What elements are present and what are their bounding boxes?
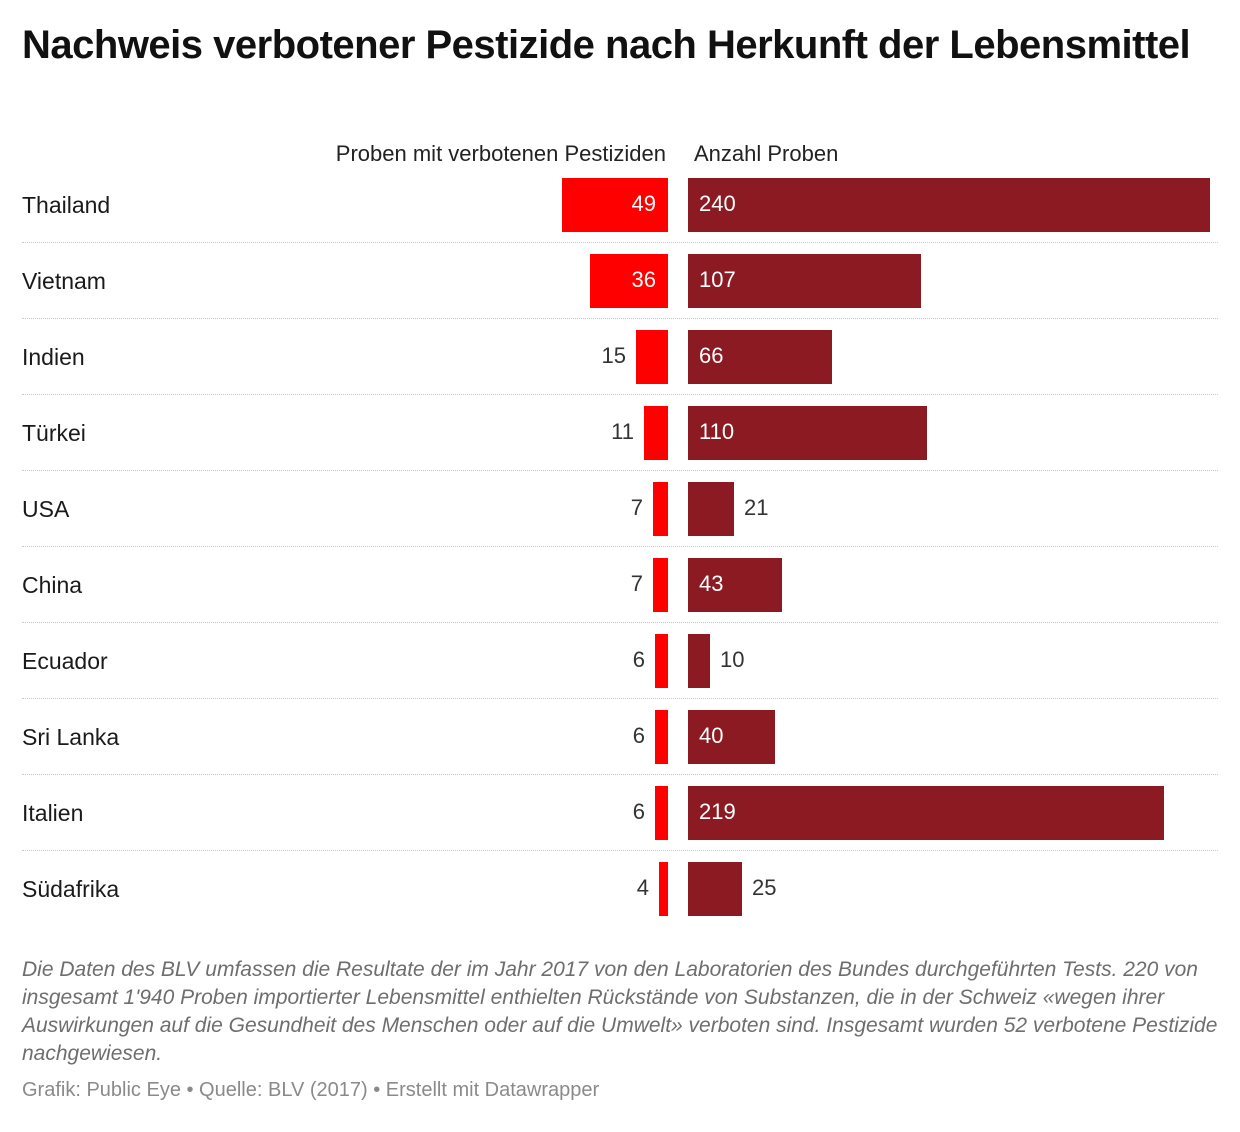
bar-sample-count <box>688 710 775 764</box>
bar-sample-count <box>688 558 782 612</box>
chart-row: Indien 15 66 <box>0 330 1240 406</box>
bar-sample-count <box>688 482 734 536</box>
chart-row: Ecuador 6 10 <box>0 634 1240 710</box>
value-label-banned-pesticides: 15 <box>601 343 626 368</box>
value-label-banned-pesticides: 7 <box>630 495 643 520</box>
category-label: USA <box>22 496 70 522</box>
row-divider <box>22 698 1218 699</box>
value-label-banned-pesticides: 7 <box>630 571 643 596</box>
chart-credit: Grafik: Public Eye • Quelle: BLV (2017) … <box>22 1079 600 1101</box>
bar-banned-pesticides <box>644 406 668 460</box>
bar-sample-count <box>688 862 742 916</box>
chart-row: Italien 6 219 <box>0 786 1240 862</box>
bar-banned-pesticides <box>636 330 668 384</box>
row-divider <box>22 850 1218 851</box>
bar-banned-pesticides <box>655 786 668 840</box>
value-label-sample-count: 43 <box>699 571 724 596</box>
chart-row: Südafrika 4 25 <box>0 862 1240 938</box>
chart-row: Türkei 11 110 <box>0 406 1240 482</box>
bar-sample-count <box>688 406 927 460</box>
bar-sample-count <box>688 330 832 384</box>
category-label: Thailand <box>22 192 111 218</box>
category-label: Indien <box>22 344 85 370</box>
bar-banned-pesticides <box>653 482 668 536</box>
chart-row: USA 7 21 <box>0 482 1240 558</box>
bar-sample-count <box>688 786 1164 840</box>
bar-banned-pesticides <box>562 178 668 232</box>
category-label: Sri Lanka <box>22 724 120 750</box>
row-divider <box>22 394 1218 395</box>
column-header-banned-pesticides: Proben mit verbotenen Pestiziden <box>335 141 666 166</box>
value-label-banned-pesticides: 11 <box>611 419 634 444</box>
value-label-sample-count: 40 <box>699 723 724 748</box>
category-label: Vietnam <box>22 268 106 294</box>
chart-note: Die Daten des BLV umfassen die Resultate… <box>22 958 1218 1065</box>
value-label-banned-pesticides: 6 <box>632 799 645 824</box>
row-divider <box>22 242 1218 243</box>
value-label-banned-pesticides: 49 <box>631 191 656 216</box>
value-label-banned-pesticides: 6 <box>632 723 645 748</box>
column-header-sample-count: Anzahl Proben <box>694 141 839 166</box>
bar-sample-count <box>688 254 921 308</box>
category-label: China <box>22 572 83 598</box>
value-label-banned-pesticides: 6 <box>632 647 645 672</box>
category-label: Türkei <box>22 420 86 446</box>
bar-banned-pesticides <box>659 862 668 916</box>
bar-sample-count <box>688 634 710 688</box>
bar-banned-pesticides <box>655 710 668 764</box>
chart-row: Thailand 49 240 <box>0 178 1240 254</box>
bar-banned-pesticides <box>655 634 668 688</box>
row-divider <box>22 622 1218 623</box>
value-label-banned-pesticides: 36 <box>631 267 656 292</box>
bar-sample-count <box>688 178 1210 232</box>
bar-banned-pesticides <box>590 254 668 308</box>
value-label-sample-count: 25 <box>752 875 777 900</box>
category-label: Italien <box>22 800 84 826</box>
category-label: Ecuador <box>22 648 108 674</box>
chart-title: Nachweis verbotener Pestizide nach Herku… <box>22 23 1191 67</box>
value-label-sample-count: 21 <box>744 495 769 520</box>
chart-row: China 7 43 <box>0 558 1240 634</box>
row-divider <box>22 774 1218 775</box>
bar-banned-pesticides <box>653 558 668 612</box>
row-divider <box>22 470 1218 471</box>
value-label-sample-count: 219 <box>699 799 736 824</box>
value-label-sample-count: 66 <box>699 343 724 368</box>
value-label-banned-pesticides: 4 <box>636 875 649 900</box>
category-label: Südafrika <box>22 876 120 902</box>
value-label-sample-count: 107 <box>699 267 736 292</box>
chart-row: Vietnam 36 107 <box>0 254 1240 330</box>
chart-row: Sri Lanka 6 40 <box>0 710 1240 786</box>
row-divider <box>22 546 1218 547</box>
value-label-sample-count: 10 <box>720 647 745 672</box>
row-divider <box>22 318 1218 319</box>
value-label-sample-count: 110 <box>699 419 735 444</box>
value-label-sample-count: 240 <box>699 191 736 216</box>
